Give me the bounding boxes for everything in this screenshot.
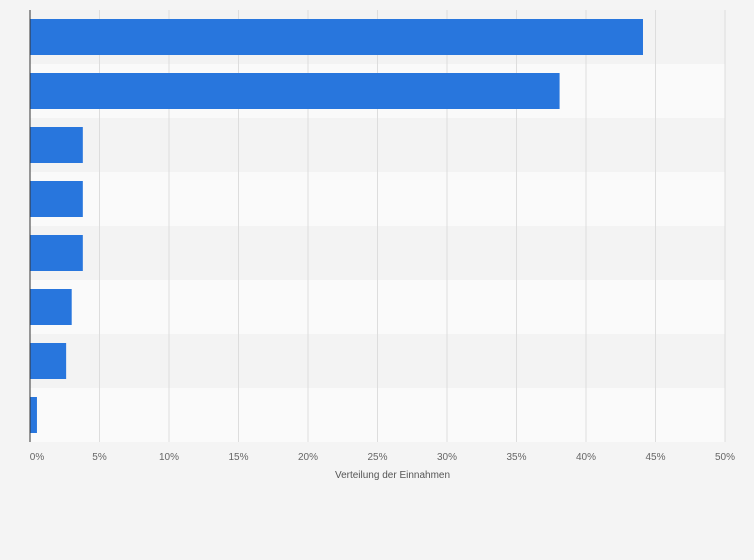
x-tick-label: 30% [437,452,457,463]
x-axis-title: Verteilung der Einnahmen [335,470,450,481]
x-tick-label: 25% [367,452,387,463]
bar [30,235,83,271]
x-tick-label: 35% [506,452,526,463]
x-tick-label: 45% [645,452,665,463]
x-tick-label: 15% [228,452,248,463]
x-tick-label: 10% [159,452,179,463]
x-tick-label: 0% [30,452,45,463]
bar [30,73,560,109]
x-axis-ticks: 0% 5% 10% 15% 20% 25% 30% 35% 40% 45% 50% [30,452,735,463]
bars [30,19,643,433]
bar [30,289,72,325]
bar [30,181,83,217]
bar [30,397,37,433]
bar [30,127,83,163]
x-tick-label: 20% [298,452,318,463]
x-tick-label: 40% [576,452,596,463]
bar [30,19,643,55]
x-tick-label: 5% [92,452,107,463]
x-tick-label: 50% [715,452,735,463]
bar [30,343,67,379]
